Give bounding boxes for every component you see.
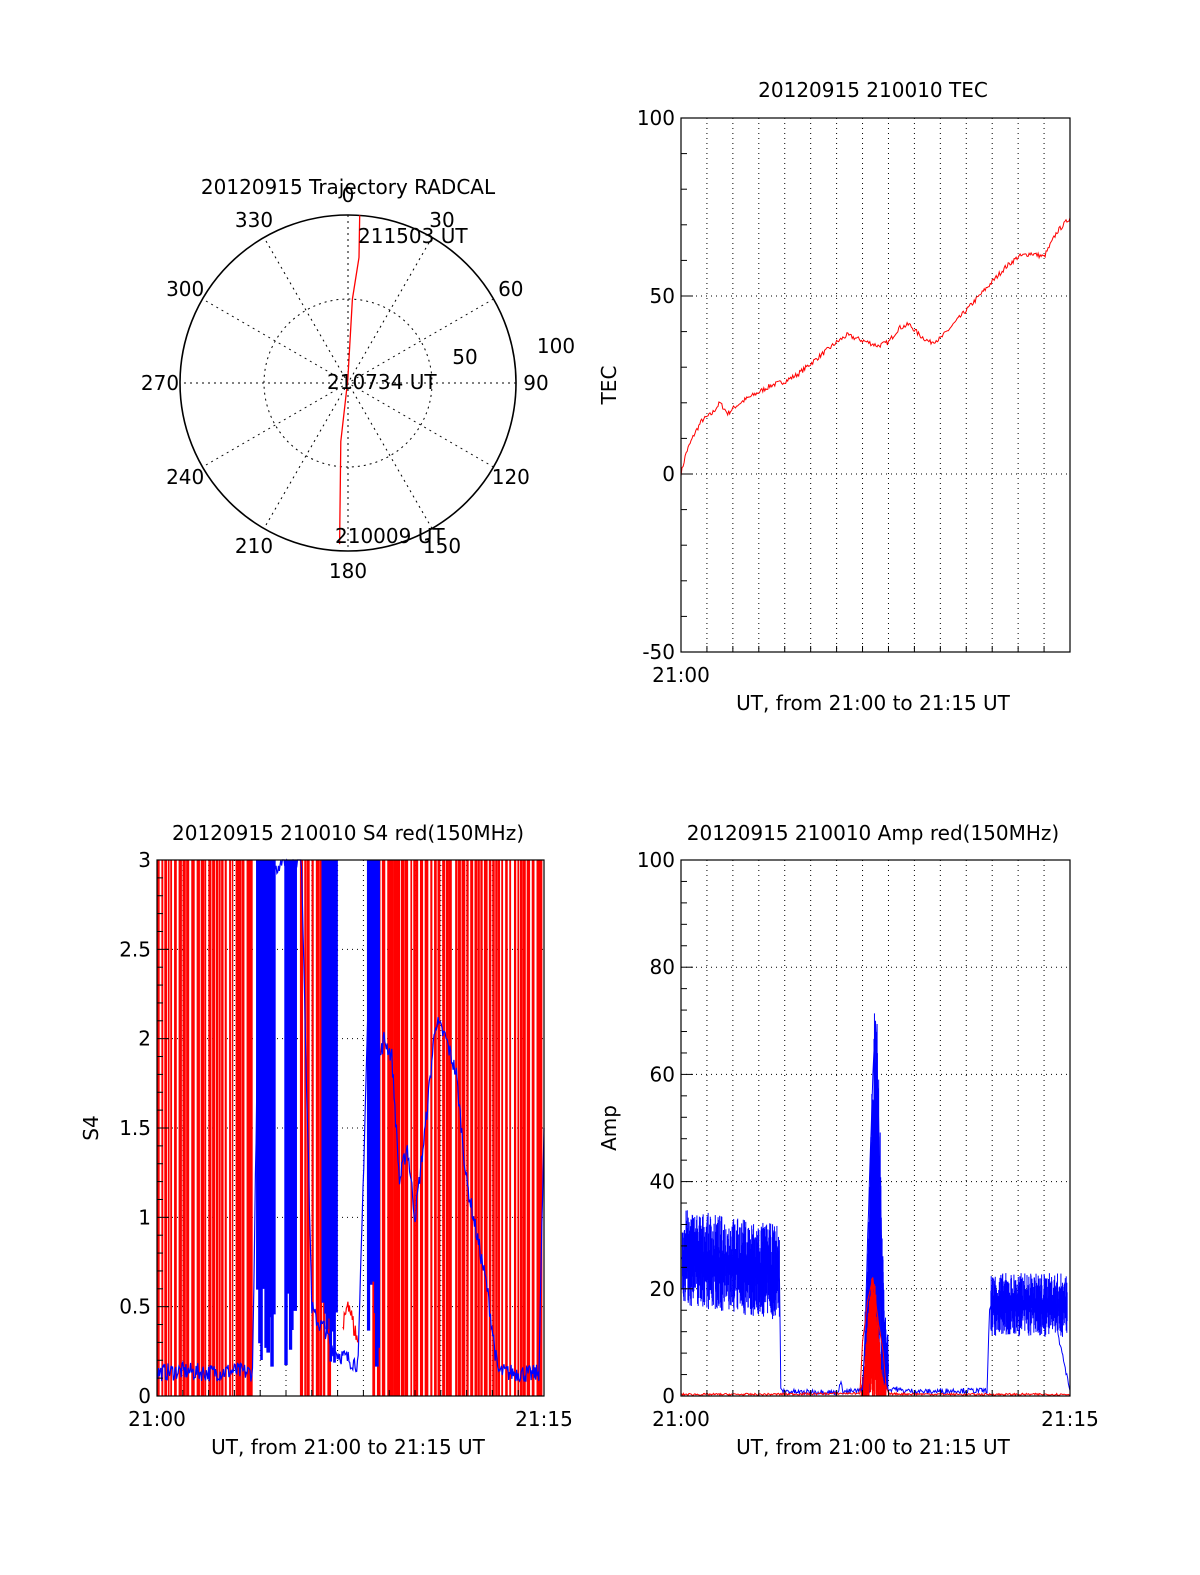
amp-series [680, 1020, 1071, 1397]
tec-chart: 20120915 210010 TEC -50 0 50 100 21:00 UT, … [597, 78, 1071, 715]
polar-angle-label: 240 [166, 465, 204, 489]
amp-x-tick-label-end: 21:15 [1041, 1407, 1099, 1431]
s4-series-line [156, 858, 545, 1383]
amp-plot-frame [680, 859, 1071, 1397]
polar-chart-title: 20120915 Trajectory RADCAL [201, 175, 496, 199]
tec-y-ticks: -50 0 50 100 [637, 106, 1071, 664]
tec-x-tick-label-start: 21:00 [652, 663, 710, 687]
s4-red-spikes [156, 860, 543, 1396]
tec-series-line [680, 217, 1071, 477]
polar-angle-label: 210 [235, 534, 273, 558]
polar-angle-labels: 0 30 60 90 120 150 180 210 240 270 300 330 [141, 183, 549, 583]
polar-angle-label: 180 [329, 559, 367, 583]
y-tick-label: 0 [662, 1384, 675, 1408]
s4-series [156, 858, 545, 1383]
polar-annotation-start: 210009 UT [335, 524, 445, 548]
amp-noise-bands [681, 1013, 1068, 1396]
amp-chart: 20120915 210010 Amp red(150MHz) 0 20 40 60 8… [597, 821, 1099, 1459]
polar-angle-label: 60 [498, 277, 523, 301]
y-tick-label: -50 [642, 640, 675, 664]
s4-chart-title: 20120915 210010 S4 red(150MHz) [172, 821, 524, 845]
polar-radial-label-50: 50 [452, 345, 477, 369]
s4-chart: 20120915 210010 S4 red(150MHz) 0 0.5 1 1.5 2… [79, 821, 573, 1459]
y-tick-label: 1 [138, 1205, 151, 1229]
s4-x-axis-label: UT, from 21:00 to 21:15 UT [211, 1435, 486, 1459]
polar-angle-label: 30 [429, 208, 454, 232]
polar-angle-label: 300 [166, 277, 204, 301]
s4-blue-spikes [256, 860, 380, 1367]
amp-series-line [680, 1278, 1071, 1397]
y-tick-label: 100 [637, 848, 675, 872]
polar-annotation-end: 211503 UT [358, 224, 468, 248]
polar-radial-label-100: 100 [537, 334, 575, 358]
polar-angle-label: 120 [492, 465, 530, 489]
tec-y-axis-label: TEC [597, 366, 621, 406]
polar-angle-label: 150 [423, 534, 461, 558]
y-tick-label: 2 [138, 1027, 151, 1051]
amp-series-line [680, 1020, 1071, 1396]
amp-x-axis-label: UT, from 21:00 to 21:15 UT [736, 1435, 1011, 1459]
polar-trajectory-line [338, 215, 361, 545]
polar-angle-label: 90 [523, 371, 548, 395]
y-tick-label: 0.5 [119, 1295, 151, 1319]
s4-x-tick-label-start: 21:00 [128, 1407, 186, 1431]
tec-x-axis-label: UT, from 21:00 to 21:15 UT [736, 691, 1011, 715]
amp-y-axis-label: Amp [597, 1105, 621, 1151]
y-tick-label: 2.5 [119, 937, 151, 961]
polar-angle-label: 0 [342, 183, 355, 207]
polar-annotation-mid: 210734 UT [327, 370, 437, 394]
y-tick-label: 0 [662, 462, 675, 486]
s4-series-line [342, 1301, 359, 1343]
y-tick-label: 40 [650, 1170, 675, 1194]
polar-angle-label: 330 [235, 208, 273, 232]
y-tick-label: 20 [650, 1277, 675, 1301]
tec-chart-title: 20120915 210010 TEC [758, 78, 988, 102]
amp-chart-title: 20120915 210010 Amp red(150MHz) [687, 821, 1059, 845]
amp-y-ticks: 0 20 40 60 80 100 [637, 848, 1071, 1408]
polar-chart: 20120915 Trajectory RADCAL 0 30 60 90 120 150… [141, 175, 575, 583]
y-tick-label: 0 [138, 1384, 151, 1408]
tec-series [680, 217, 1071, 477]
y-tick-label: 1.5 [119, 1116, 151, 1140]
y-tick-label: 3 [138, 848, 151, 872]
tec-grid [681, 118, 1070, 652]
polar-angle-label: 270 [141, 371, 179, 395]
y-tick-label: 60 [650, 1062, 675, 1086]
s4-y-axis-label: S4 [79, 1115, 103, 1140]
y-tick-label: 80 [650, 955, 675, 979]
amp-x-tick-label-start: 21:00 [652, 1407, 710, 1431]
y-tick-label: 100 [637, 106, 675, 130]
y-tick-label: 50 [650, 284, 675, 308]
s4-y-ticks: 0 0.5 1 1.5 2 2.5 3 [119, 848, 545, 1408]
tec-plot-frame [680, 117, 1071, 653]
s4-x-tick-label-end: 21:15 [515, 1407, 573, 1431]
